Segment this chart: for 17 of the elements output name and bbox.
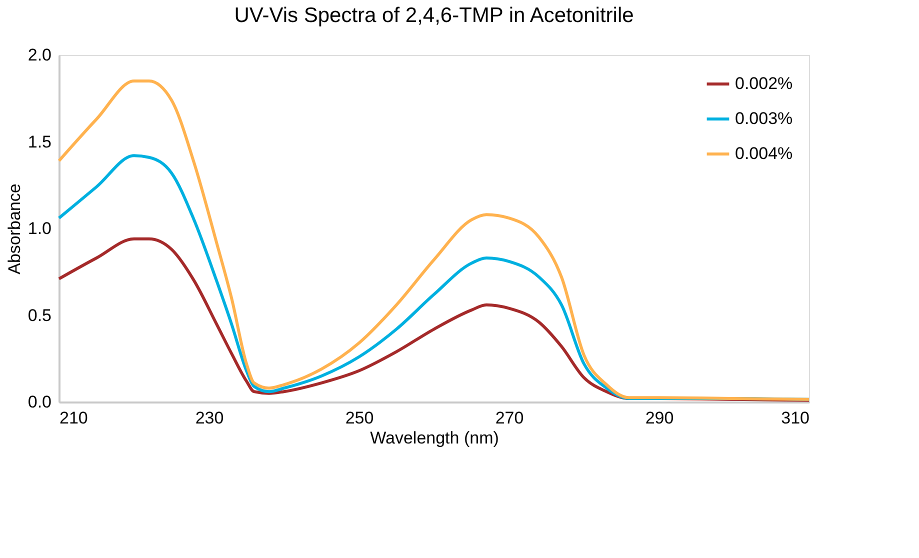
legend-label: 0.003% [735,109,793,128]
x-tick-label: 230 [195,408,224,428]
y-tick-label: 2.0 [28,46,52,64]
legend-label: 0.002% [735,74,793,93]
y-axis-title: Absorbance [4,184,24,274]
legend-label: 0.004% [735,144,793,163]
y-tick-label: 0.5 [28,306,52,325]
x-tick-label: 270 [495,408,524,428]
x-tick-label: 310 [781,408,810,428]
y-tick-label: 1.0 [28,219,52,238]
chart-title: UV-Vis Spectra of 2,4,6-TMP in Acetonitrile [234,4,634,27]
x-tick-label: 250 [345,408,374,428]
y-tick-label: 0.0 [28,392,52,412]
x-axis-title: Wavelength (nm) [370,428,499,448]
y-tick-label: 1.5 [28,132,52,152]
x-tick-label: 290 [645,408,674,428]
x-tick-label: 210 [60,408,88,428]
